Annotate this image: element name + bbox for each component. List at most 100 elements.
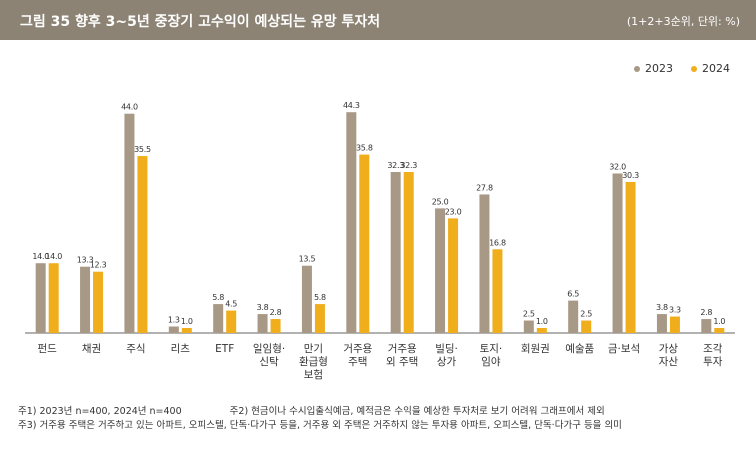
data-label-2024-7: 35.8	[356, 144, 373, 153]
bar-2023-11	[523, 320, 534, 333]
category-label-9-1: 상가	[437, 356, 457, 368]
data-label-2024-15: 1.0	[713, 317, 725, 326]
bar-2024-9	[448, 218, 459, 333]
bar-2024-13	[625, 181, 636, 333]
data-label-2023-14: 3.8	[656, 303, 668, 312]
category-label-5-0: 일임형·	[253, 342, 285, 355]
category-label-4-0: ETF	[215, 343, 234, 355]
data-label-2024-14: 3.3	[669, 306, 681, 315]
data-label-2023-7: 44.3	[343, 101, 360, 110]
category-label-0-0: 펀드	[38, 343, 58, 355]
bar-2023-15	[701, 319, 712, 333]
bar-2023-13	[612, 173, 623, 333]
data-label-2024-3: 1.0	[181, 317, 193, 326]
bar-2023-3	[168, 326, 179, 333]
data-label-2024-11: 1.0	[536, 317, 548, 326]
data-label-2024-5: 2.8	[270, 308, 282, 317]
category-label-14-0: 가상	[659, 343, 679, 355]
bar-2024-4	[226, 310, 237, 333]
bar-2023-7	[346, 112, 357, 333]
footnote-3: 주3) 거주용 주택은 거주하고 있는 아파트, 오피스텔, 단독·다가구 등을…	[18, 420, 622, 431]
bar-2023-6	[301, 265, 312, 333]
category-label-7-0: 거주용	[343, 343, 372, 355]
bar-2023-4	[213, 304, 224, 333]
data-label-2023-5: 3.8	[257, 303, 269, 312]
bar-2024-10	[492, 249, 503, 333]
figure-title: 그림 35 향후 3~5년 중장기 고수익이 예상되는 유망 투자처	[20, 14, 381, 30]
legend-item-2024: 2024	[691, 62, 730, 75]
bar-2023-5	[257, 314, 268, 333]
footnote-1: 주1) 2023년 n=400, 2024년 n=400	[18, 406, 182, 417]
category-label-8-0: 거주용	[388, 343, 417, 355]
bar-2024-2	[137, 156, 148, 333]
category-label-1-0: 채권	[82, 343, 101, 355]
legend: 2023 2024	[634, 62, 730, 75]
category-label-3-0: 리츠	[171, 343, 191, 355]
data-label-2024-9: 23.0	[445, 207, 462, 216]
data-label-2023-11: 2.5	[523, 310, 535, 319]
category-label-10-1: 임야	[481, 355, 501, 368]
figure-header: 그림 35 향후 3~5년 중장기 고수익이 예상되는 유망 투자처 (1+2+…	[0, 0, 756, 40]
data-label-2023-4: 5.8	[212, 293, 224, 302]
data-label-2024-4: 4.5	[225, 300, 237, 309]
bar-2023-10	[479, 194, 490, 333]
category-label-9-0: 빌딩·	[435, 343, 458, 355]
bar-2024-7	[359, 154, 370, 333]
data-label-2023-2: 44.0	[121, 103, 138, 112]
category-label-8-1: 외 주택	[386, 356, 418, 368]
bar-2023-9	[435, 208, 446, 333]
bar-2024-11	[536, 328, 547, 333]
data-label-2023-13: 32.0	[609, 163, 626, 172]
footnote-2: 주2) 현금이나 수시입출식예금, 예적금은 수익을 예상한 투자처로 보기 어…	[229, 406, 605, 417]
category-label-10-0: 토지·	[480, 343, 503, 355]
data-label-2023-12: 6.5	[567, 290, 579, 299]
category-label-15-0: 조각	[703, 343, 723, 355]
category-label-6-2: 보험	[304, 369, 323, 381]
data-label-2023-10: 27.8	[476, 183, 493, 192]
data-label-2024-10: 16.8	[489, 238, 506, 247]
data-label-2024-13: 30.3	[622, 171, 639, 180]
bar-2024-14	[669, 316, 680, 333]
bar-2024-3	[181, 328, 192, 333]
footnotes: 주1) 2023년 n=400, 2024년 n=400 주2) 현금이나 수시입…	[18, 405, 622, 433]
bar-2024-6	[314, 304, 325, 333]
data-label-2024-2: 35.5	[134, 145, 151, 154]
data-label-2023-1: 13.3	[77, 256, 94, 265]
category-label-2-0: 주식	[126, 343, 145, 355]
legend-label-2023: 2023	[645, 62, 673, 75]
legend-swatch-2024	[691, 65, 697, 72]
category-label-15-1: 투자	[703, 356, 723, 368]
bar-2023-8	[390, 172, 401, 333]
unit-label: (1+2+3순위, 단위: %)	[626, 15, 740, 28]
category-label-12-0: 예술품	[565, 342, 594, 355]
legend-label-2024: 2024	[702, 62, 730, 75]
bar-2024-8	[403, 172, 414, 333]
data-label-2023-3: 1.3	[168, 316, 180, 325]
data-label-2023-9: 25.0	[432, 197, 449, 206]
data-label-2024-8: 32.3	[400, 161, 417, 170]
category-label-11-0: 회원권	[521, 343, 550, 355]
data-label-2023-0: 14.0	[32, 252, 49, 261]
bar-2024-5	[270, 319, 281, 333]
bar-2023-1	[80, 266, 91, 333]
category-label-7-1: 주택	[348, 356, 367, 368]
bar-2023-2	[124, 113, 135, 333]
category-label-6-1: 환급형	[299, 356, 328, 368]
bar-2024-1	[93, 271, 104, 333]
data-label-2024-12: 2.5	[580, 310, 592, 319]
data-label-2024-0: 14.0	[45, 252, 62, 261]
data-label-2023-15: 2.8	[700, 308, 712, 317]
data-label-2023-8: 32.3	[387, 161, 404, 170]
legend-item-2023: 2023	[634, 62, 673, 75]
data-label-2023-6: 13.5	[299, 255, 316, 264]
data-label-2024-6: 5.8	[314, 293, 326, 302]
data-label-2024-1: 12.3	[90, 261, 107, 270]
bar-2024-0	[48, 263, 59, 333]
category-label-14-1: 자산	[659, 356, 679, 368]
category-label-6-0: 만기	[304, 343, 323, 355]
bar-2023-0	[35, 263, 46, 333]
category-label-5-1: 신탁	[259, 356, 279, 368]
bar-2024-12	[581, 320, 592, 333]
bar-2024-15	[714, 328, 725, 333]
bar-2023-14	[656, 314, 667, 333]
